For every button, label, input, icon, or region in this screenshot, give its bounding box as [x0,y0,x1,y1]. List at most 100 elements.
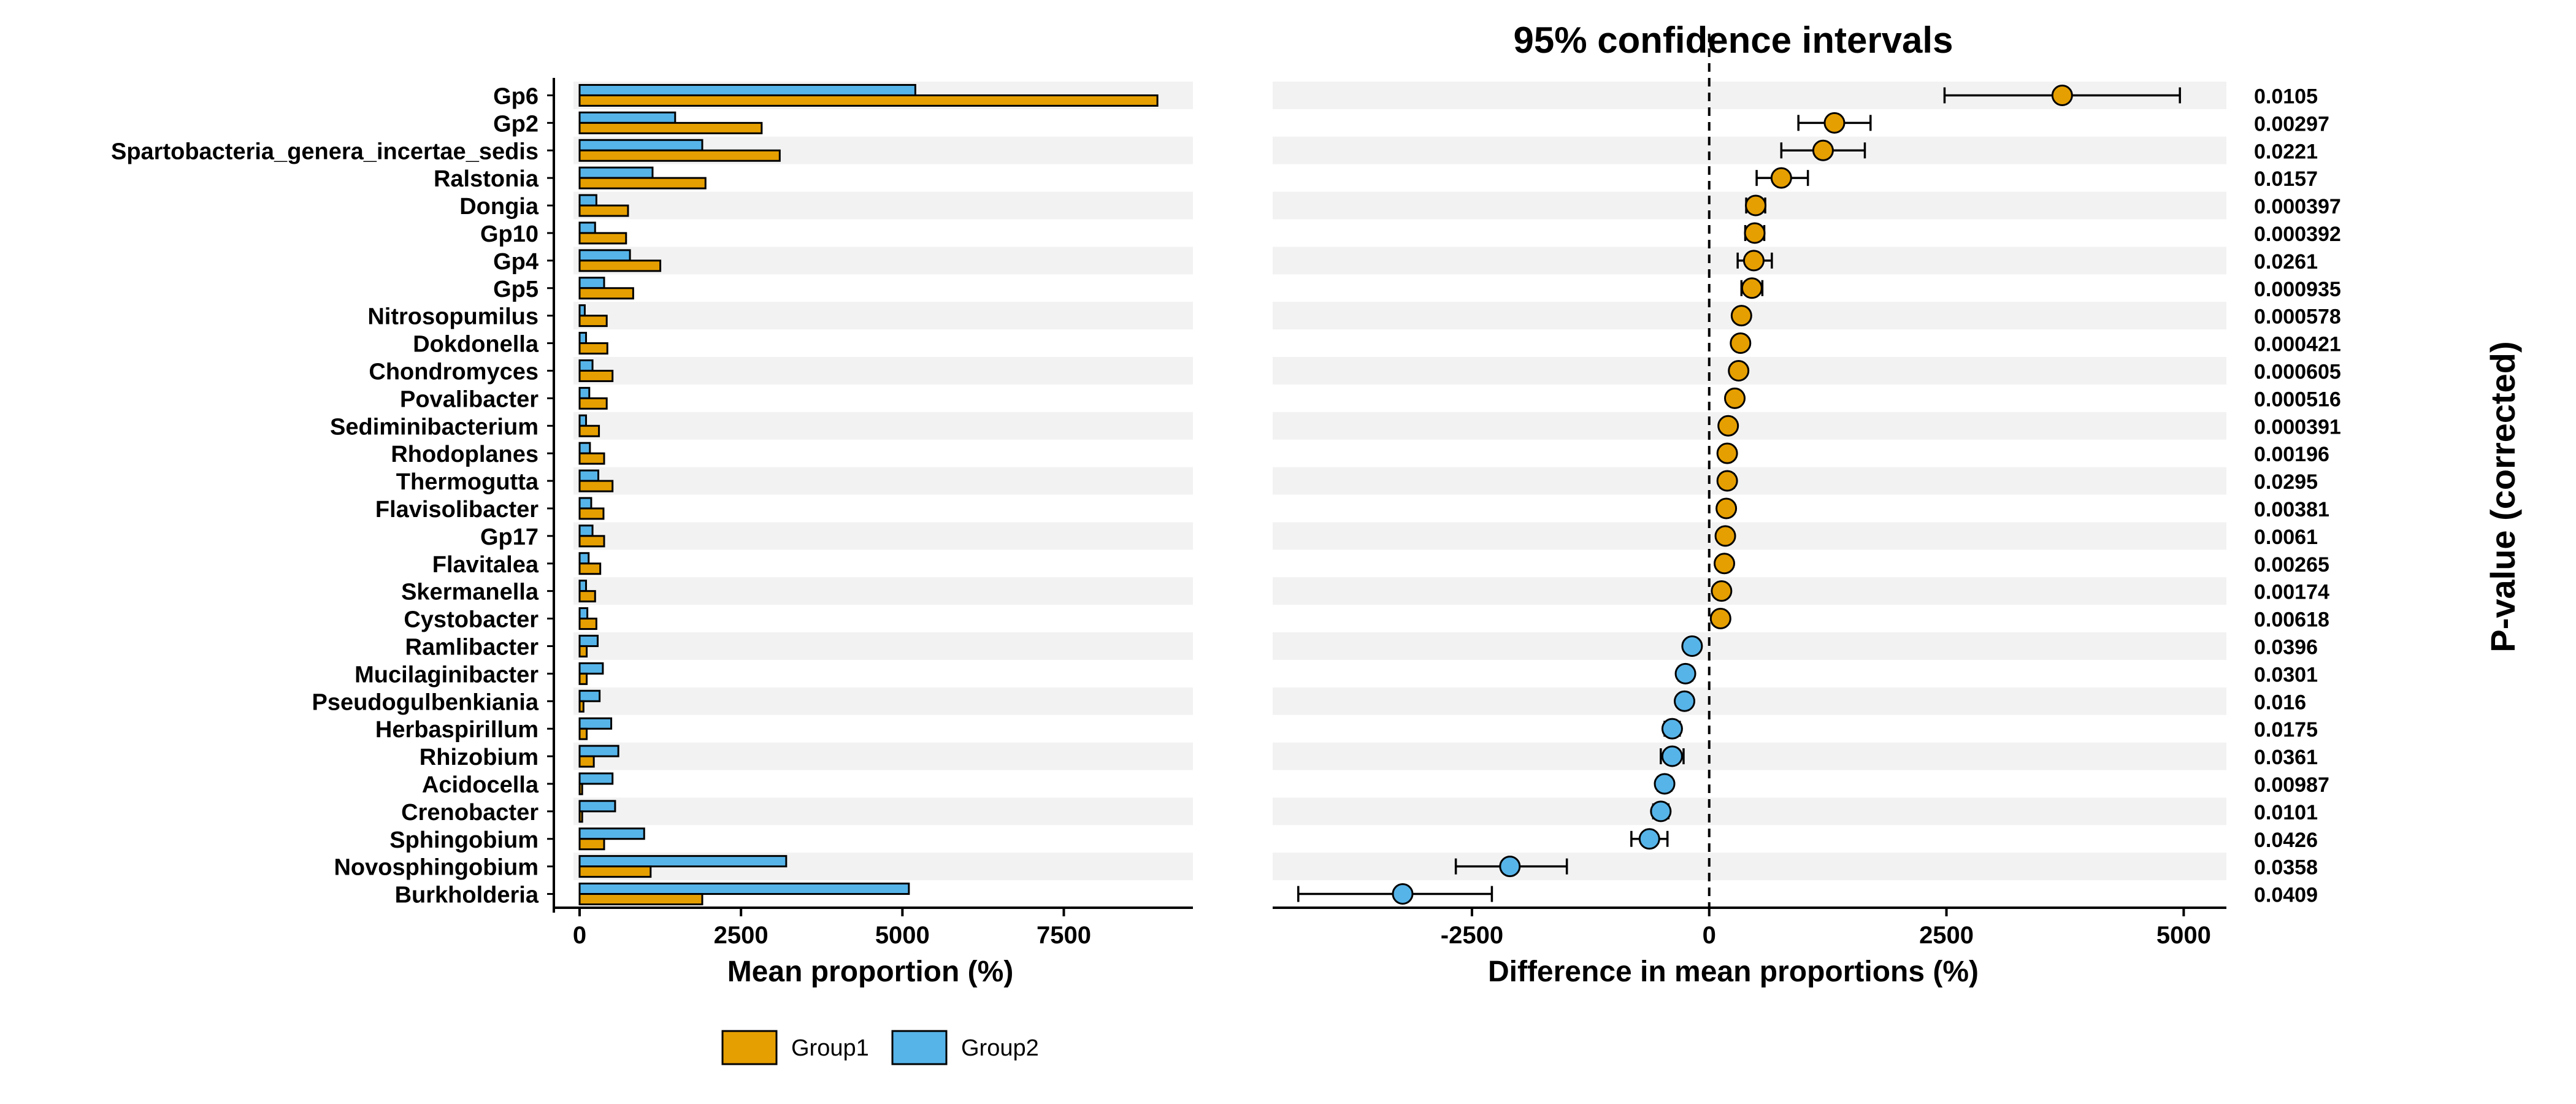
ci-point [1499,856,1521,878]
category-label: Thermogutta [396,469,539,495]
bar-group2 [578,607,589,620]
p-value-label: 0.000397 [2254,195,2341,218]
legend: Group1 Group2 [721,1030,1039,1065]
confidence-interval-panel: 0.0105 0.00297 0.0221 0.0157 0.000397 0.00039… [1273,34,2341,949]
p-value-label: 0.000421 [2254,333,2341,356]
p-value-label: 0.000391 [2254,415,2341,439]
ci-point [1716,442,1738,464]
ci-point [1715,497,1738,519]
p-value-label: 0.0426 [2254,829,2318,852]
legend-label: Group2 [961,1035,1039,1061]
legend-swatch [891,1030,948,1065]
bar-group2 [578,497,592,510]
category-label: Flavisolibacter [375,497,539,523]
bar-x-tick-label: 0 [573,922,586,949]
p-value-label: 0.00196 [2254,443,2329,466]
mean-proportion-panel: Gp6Gp2Spartobacteria_genera_incertae_sed… [111,78,1193,949]
ci-point [1724,387,1746,409]
bar-group2 [578,194,597,207]
category-label: Gp2 [493,111,539,137]
p-value-label: 0.0295 [2254,470,2318,494]
ci-x-tick-label: -2500 [1441,922,1503,949]
p-value-label: 0.000578 [2254,305,2341,329]
bar-group1 [578,94,1159,107]
ci-point [1661,745,1683,767]
p-value-label: 0.0175 [2254,718,2318,742]
category-label: Crenobacter [401,800,539,826]
ci-point [1661,718,1683,740]
row-band [1273,797,2226,826]
row-band [1273,522,2226,550]
bar-group2 [578,580,588,592]
bar-group1 [578,810,583,823]
p-value-label: 0.00297 [2254,112,2329,136]
bar-group2 [578,800,616,813]
category-label: Povalibacter [400,386,539,412]
bar-group1 [578,727,588,740]
ci-point [1392,883,1414,905]
category-label: Burkholderia [395,883,539,908]
bar-group2 [578,139,703,151]
bar-group1 [578,618,597,631]
bar-group1 [578,507,605,520]
category-label: Nitrosopumilus [367,304,539,330]
p-value-label: 0.00174 [2254,581,2329,604]
row-band [573,632,1193,660]
category-label: Skermanella [401,580,539,605]
bar-group2 [578,442,591,454]
bar-group2 [578,524,594,537]
ci-point [1713,553,1735,575]
ci-point [1728,359,1750,381]
bar-group2 [578,166,654,179]
bar-group1 [578,315,608,328]
row-band [1273,467,2226,495]
row-band [573,522,1193,550]
category-label: Novosphingobium [334,855,539,881]
category-label: Cystobacter [404,607,539,633]
ci-x-tick-label: 0 [1703,922,1716,949]
category-label: Rhizobium [420,745,539,770]
ci-point [1745,194,1767,217]
bar-group1 [578,535,605,548]
p-value-label: 0.0061 [2254,526,2318,549]
p-value-label: 0.0358 [2254,856,2318,880]
category-label: Gp6 [493,83,539,109]
ci-point [1674,662,1696,684]
bar-group2 [578,717,613,730]
bar-group1 [578,838,605,851]
bar-group1 [578,259,662,272]
category-label: Herbaspirillum [375,717,539,743]
row-band [573,247,1193,275]
bar-group2 [578,772,614,785]
row-band [573,357,1193,385]
bar-group1 [578,672,588,685]
ci-point [1812,139,1834,161]
bar-group2 [578,304,586,317]
row-band [573,302,1193,330]
bar-x-tick-label: 2500 [714,922,769,949]
bar-group2 [578,221,596,234]
bar-group1 [578,783,583,795]
p-value-label: 0.016 [2254,691,2306,714]
category-label: Flavitalea [432,552,539,578]
row-band [573,191,1193,220]
ci-point [1744,222,1766,244]
category-label: Pseudogulbenkiania [312,689,539,715]
ci-x-tick-label: 2500 [1919,922,1974,949]
ci-point [1681,635,1703,657]
row-band [573,412,1193,440]
row-band [1273,687,2226,715]
ci-point [1770,167,1792,189]
ci-point [1730,332,1752,355]
bar-group2 [578,386,591,399]
bar-x-tick-label: 7500 [1037,922,1091,949]
p-value-label: 0.0361 [2254,746,2318,769]
bar-group1 [578,893,703,906]
p-value-label: 0.00618 [2254,608,2329,632]
p-value-label: 0.00265 [2254,553,2329,577]
category-label: Mucilaginibacter [355,662,539,688]
ci-point [1714,525,1736,547]
bar-group2 [578,359,594,372]
bar-group1 [578,700,585,713]
bar-group1 [578,177,707,190]
